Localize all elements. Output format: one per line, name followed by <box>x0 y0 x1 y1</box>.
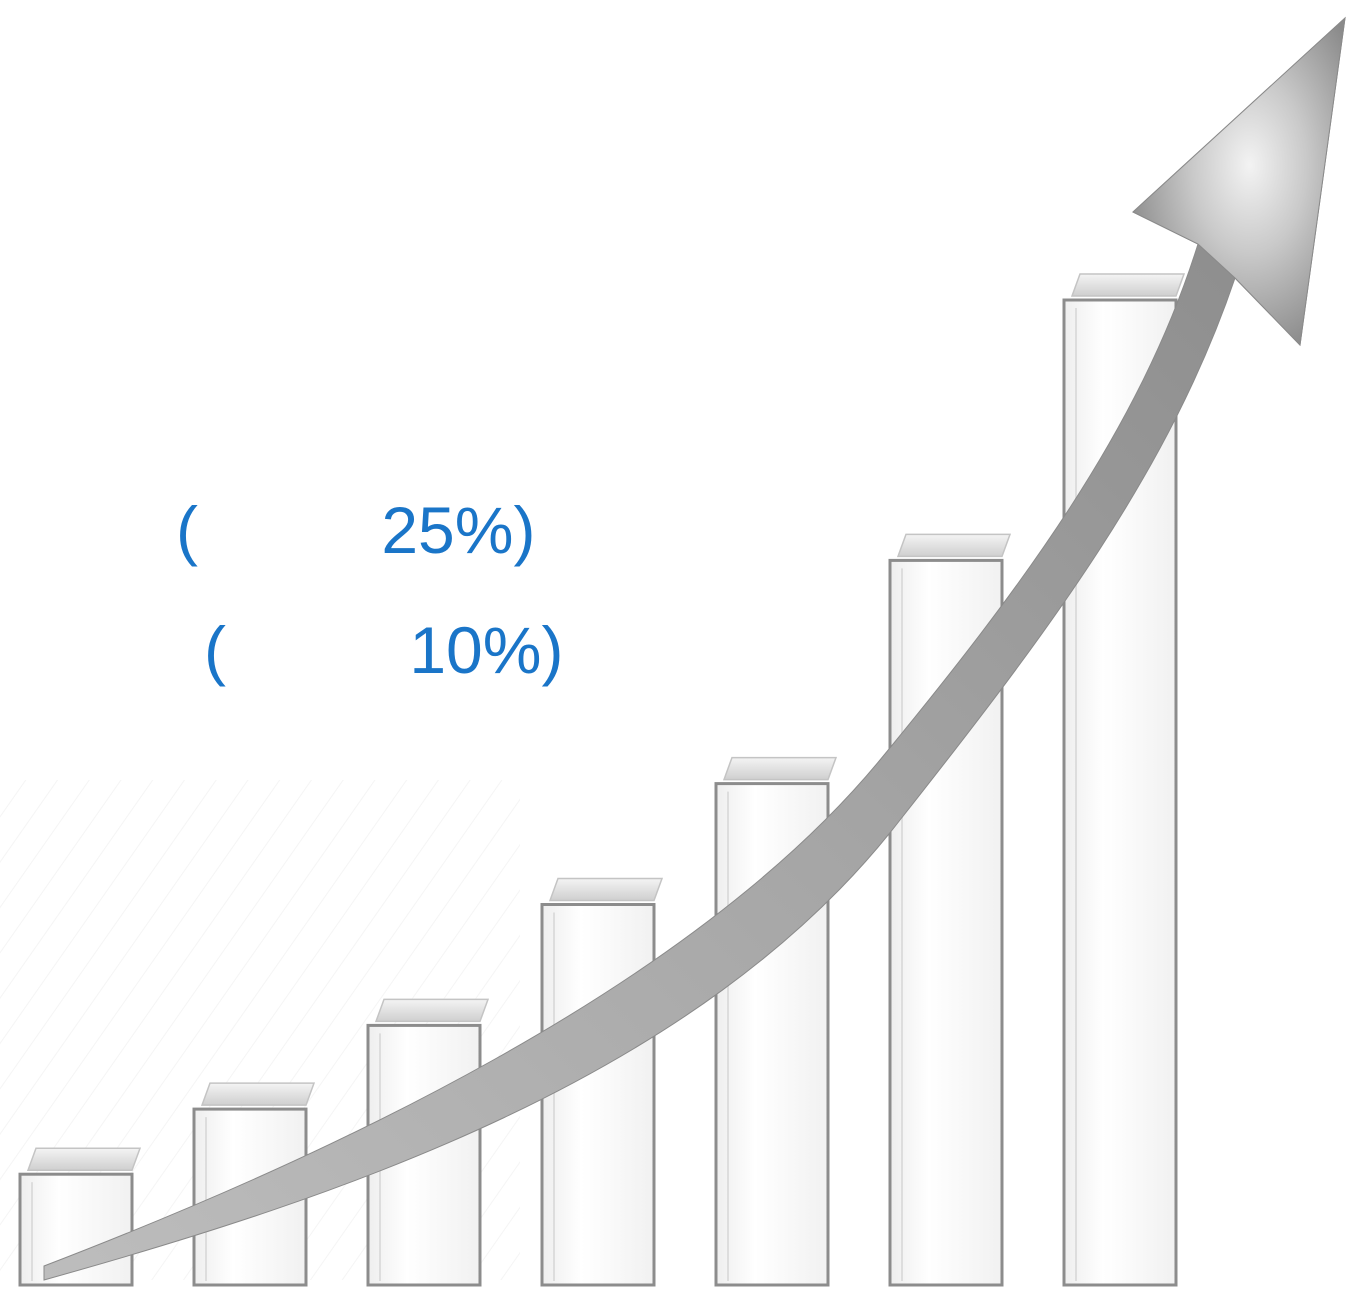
bar-5-cap <box>722 756 838 781</box>
growth-arrow-icon <box>43 16 1346 1281</box>
bar-group <box>18 273 1186 1287</box>
bar-4 <box>540 903 656 1287</box>
percentage-label-10: ( 10%) <box>204 613 564 687</box>
bar-3-cap <box>374 998 490 1023</box>
bar-2-cap <box>200 1082 316 1106</box>
bar-7-cap <box>1070 273 1186 297</box>
bar-1-cap <box>26 1147 142 1171</box>
percentage-label-25: ( 25%) <box>176 493 536 567</box>
bar-6-cap <box>896 533 1012 558</box>
bar-4-cap <box>548 877 664 902</box>
